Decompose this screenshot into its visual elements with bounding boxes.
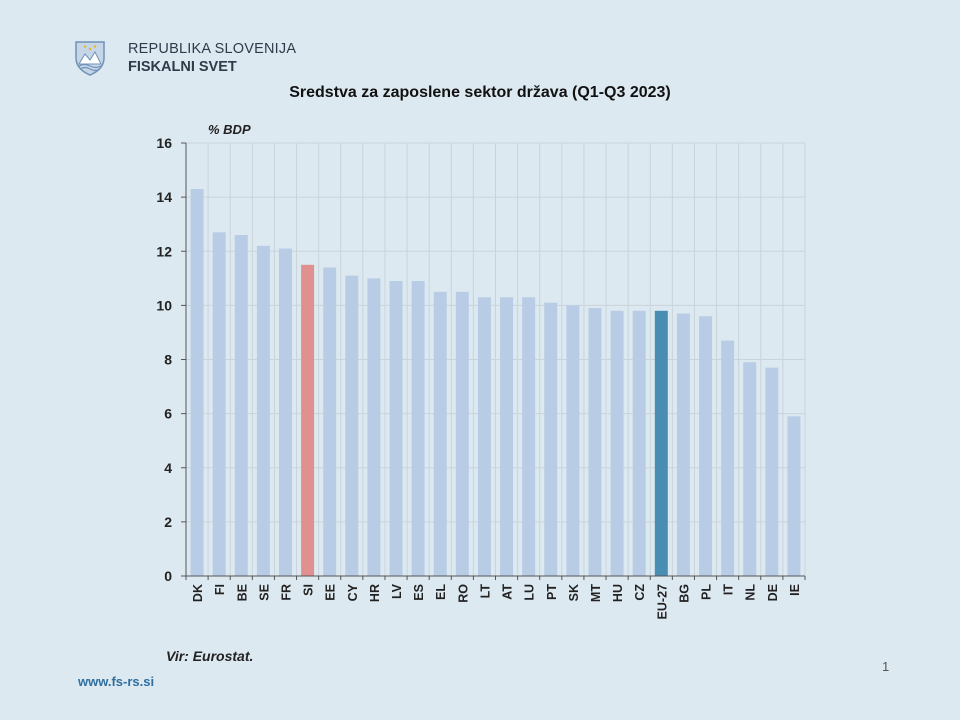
x-tick-label: ES [412,584,426,601]
bar-at [500,297,514,576]
x-tick-label: EE [324,584,338,601]
y-axis-unit-label: % BDP [208,122,251,137]
bar-bg [676,313,690,576]
x-tick-label: DE [766,584,780,601]
x-tick-label: CZ [633,584,647,601]
x-tick-label: AT [501,584,515,600]
x-tick-label: MT [589,584,603,602]
bar-ro [455,291,469,576]
bar-mt [588,308,602,576]
bar-lu [522,297,536,576]
bar-sk [566,305,580,576]
bar-lv [389,281,403,576]
x-tick-label: CY [346,583,360,601]
y-tick-label: 6 [164,406,172,422]
y-tick-label: 14 [156,189,172,205]
bar-fi [212,232,226,576]
y-tick-label: 12 [156,243,172,259]
bar-ie [787,416,801,576]
organization-name: REPUBLIKA SLOVENIJA FISKALNI SVET [128,40,296,76]
x-tick-label: LT [478,584,492,599]
bar-de [765,367,779,576]
x-tick-label: HU [611,584,625,602]
x-tick-label: SE [257,584,271,601]
bar-es [411,281,425,576]
x-tick-label: FR [279,584,293,601]
y-tick-label: 10 [156,297,172,313]
x-tick-label: DK [191,584,205,602]
website-link[interactable]: www.fs-rs.si [78,674,155,689]
x-tick-label: FI [213,584,227,595]
x-tick-label: LV [390,583,404,599]
org-line-1: REPUBLIKA SLOVENIJA [128,41,297,57]
x-tick-label: EU-27 [655,584,669,619]
bar-hu [610,310,624,576]
coat-of-arms-logo [75,41,105,76]
bar-nl [743,362,757,576]
y-tick-label: 4 [164,460,172,476]
y-tick-label: 2 [164,514,172,530]
x-tick-label: PL [700,584,714,600]
y-tick-label: 8 [164,352,172,368]
bar-pt [544,302,558,576]
x-tick-label: LU [523,584,537,601]
bar-lt [477,297,491,576]
bar-dk [190,189,204,576]
x-tick-label: IE [788,584,802,596]
x-tick-label: HR [368,584,382,602]
x-tick-label: PT [545,584,559,600]
bar-hr [367,278,381,576]
x-tick-label: BE [235,584,249,601]
y-tick-label: 16 [156,135,172,151]
x-tick-label: NL [744,584,758,601]
bar-el [433,291,447,576]
source-note: Vir: Eurostat. [166,648,254,664]
bar-se [256,245,270,576]
bar-pl [699,316,713,576]
bar-fr [278,248,292,576]
bar-si [301,264,315,576]
x-tick-label: BG [677,584,691,603]
bar-cz [632,310,646,576]
bar-cy [345,275,359,576]
org-line-2: FISKALNI SVET [128,59,237,75]
chart-title: Sredstva za zaposlene sektor država (Q1-… [289,84,671,101]
x-tick-label: SK [567,584,581,601]
x-tick-label: EL [434,584,448,600]
bar-eu-27 [654,310,668,576]
bar-it [721,340,735,576]
x-tick-label: IT [722,584,736,595]
y-tick-label: 0 [164,568,172,584]
x-tick-label: SI [302,584,316,596]
bar-be [234,235,248,576]
x-tick-label: RO [456,584,470,603]
bar-ee [323,267,337,576]
page-number: 1 [882,659,890,674]
